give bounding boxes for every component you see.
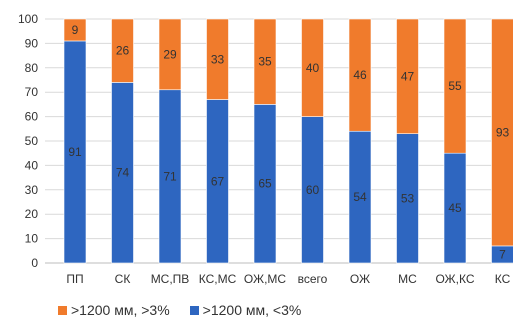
y-axis: 0 10 20 30 40 50 60 70 80 90 100 [18,12,38,270]
legend-item-over-3pct: >1200 мм, >3% [58,302,170,318]
data-label-under-3pct-7: 53 [401,191,415,205]
bar-over-3pct-0 [63,18,87,42]
data-label-under-3pct-9: 7 [499,247,506,261]
data-labels: 91 9 74 26 71 29 67 33 65 35 60 40 54 46 53 47 45 55 7 93 [68,23,509,261]
data-label-under-3pct-0: 91 [68,145,82,159]
data-label-over-3pct-3: 33 [211,52,225,66]
legend-swatch-orange [58,305,67,315]
x-tick-label-2: МС,ПВ [151,272,190,286]
data-label-over-3pct-8: 55 [448,79,462,93]
x-tick-label-8: ОЖ,КС [435,272,474,286]
x-tick-label-0: ПП [66,272,83,286]
data-label-under-3pct-3: 67 [211,174,225,188]
y-tick-label-50: 50 [25,134,39,148]
y-tick-label-80: 80 [25,61,39,75]
x-tick-label-7: МС [398,272,417,286]
data-label-over-3pct-6: 46 [353,68,367,82]
y-tick-label-60: 60 [25,110,39,124]
x-tick-label-5: всего [298,272,328,286]
bar-over-3pct-2 [158,18,182,91]
bar-over-3pct-8 [443,18,467,154]
y-tick-label-30: 30 [25,183,39,197]
data-label-over-3pct-0: 9 [72,23,79,37]
data-label-under-3pct-8: 45 [448,201,462,215]
legend: >1200 мм, >3% >1200 мм, <3% [58,302,321,318]
legend-item-under-3pct: >1200 мм, <3% [189,302,302,318]
legend-swatch-blue [189,305,199,315]
bar-over-3pct-6 [348,18,372,132]
bar-over-3pct-9 [491,18,513,247]
data-label-over-3pct-9: 93 [496,125,510,139]
x-tick-label-9: КС [495,272,511,286]
y-tick-label-40: 40 [25,158,39,172]
bar-over-3pct-4 [253,18,277,105]
legend-label-under-3pct: >1200 мм, <3% [202,302,302,318]
data-label-over-3pct-5: 40 [306,61,320,75]
bar-over-3pct-1 [111,18,134,83]
data-label-over-3pct-1: 26 [116,44,130,58]
bar-over-3pct-3 [206,18,229,100]
bar-over-3pct-7 [396,18,419,134]
data-label-under-3pct-4: 65 [258,177,272,191]
data-label-under-3pct-1: 74 [116,166,130,180]
y-tick-label-90: 90 [25,36,39,50]
data-label-under-3pct-2: 71 [163,169,177,183]
y-tick-label-100: 100 [18,12,38,26]
data-label-over-3pct-2: 29 [163,47,177,61]
y-tick-label-70: 70 [25,85,39,99]
x-axis: ПП СК МС,ПВ КС,МС ОЖ,МС всего ОЖ МС ОЖ,КС КС [66,272,510,286]
x-tick-label-6: ОЖ [350,272,370,286]
y-tick-label-0: 0 [31,256,38,270]
data-label-over-3pct-4: 35 [258,55,272,69]
data-label-under-3pct-6: 54 [353,190,367,204]
data-label-over-3pct-7: 47 [401,69,415,83]
x-tick-label-3: КС,МС [199,272,237,286]
data-label-under-3pct-5: 60 [306,183,320,197]
legend-label-over-3pct: >1200 мм, >3% [71,302,170,318]
x-tick-label-4: ОЖ,МС [244,272,286,286]
bars [63,18,513,264]
x-tick-label-1: СК [115,272,131,286]
bar-over-3pct-5 [301,18,324,117]
y-tick-label-20: 20 [25,207,39,221]
y-tick-label-10: 10 [25,232,39,246]
